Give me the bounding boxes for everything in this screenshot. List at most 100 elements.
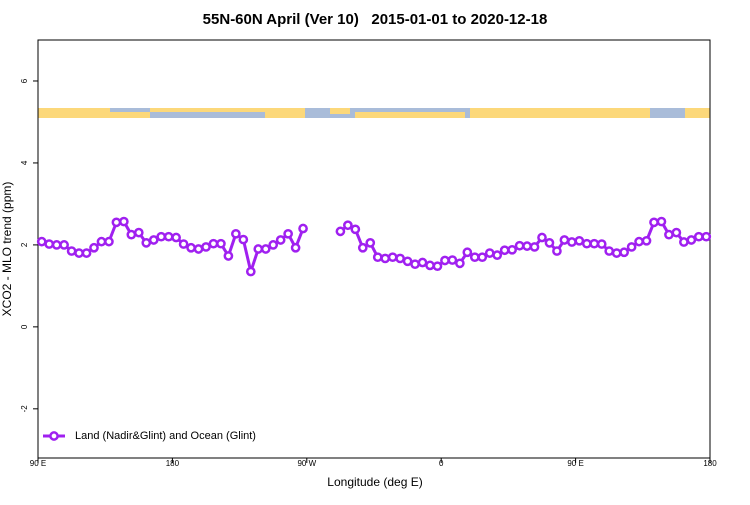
plot-frame — [37, 39, 711, 459]
data-point — [462, 247, 473, 258]
data-point — [410, 259, 420, 270]
data-point — [126, 229, 137, 240]
data-point — [484, 248, 495, 258]
data-point — [66, 246, 77, 256]
y-tick-label: 2 — [20, 242, 29, 247]
data-point — [51, 240, 62, 250]
data-point — [499, 245, 510, 256]
x-tick-label: 90 W — [297, 459, 316, 468]
data-point — [81, 248, 92, 258]
data-point — [432, 261, 443, 272]
data-point — [679, 237, 689, 247]
data-point — [59, 240, 69, 250]
data-point — [395, 253, 405, 264]
data-point — [693, 231, 704, 242]
data-point — [552, 246, 562, 256]
y-tick-label: -2 — [20, 405, 29, 413]
data-point — [231, 228, 241, 239]
data-point — [492, 250, 503, 260]
data-point — [89, 242, 99, 253]
data-point — [275, 235, 286, 245]
data-point — [402, 256, 413, 267]
data-point — [671, 227, 682, 238]
data-point — [260, 244, 271, 254]
data-point — [686, 235, 697, 245]
data-point — [417, 257, 428, 268]
data-point — [245, 266, 256, 277]
legend-label: Land (Nadir&Glint) and Ocean (Glint) — [75, 430, 256, 442]
data-point — [223, 251, 234, 261]
data-point — [455, 258, 465, 269]
data-point — [387, 252, 398, 263]
data-point — [581, 238, 592, 249]
x-tick-label: 180 — [703, 459, 717, 468]
data-point — [522, 241, 532, 251]
data-point — [104, 236, 114, 247]
data-point — [216, 238, 226, 249]
data-point — [641, 235, 652, 246]
data-point — [283, 228, 293, 239]
y-tick-label: 6 — [20, 78, 29, 83]
data-point — [656, 216, 667, 227]
data-point — [619, 247, 629, 258]
y-axis-label: XCO2 - MLO trend (ppm) — [0, 182, 14, 317]
data-point — [156, 231, 167, 242]
data-point — [649, 217, 659, 228]
data-point — [253, 244, 264, 254]
data-point — [567, 237, 577, 247]
data-point — [596, 239, 607, 249]
data-point — [186, 242, 196, 253]
data-point — [36, 236, 47, 247]
data-point — [201, 242, 211, 252]
data-point — [350, 224, 361, 235]
data-point — [574, 235, 585, 246]
data-point — [611, 248, 622, 258]
x-axis-label: Longitude (deg E) — [327, 475, 422, 489]
data-point — [193, 244, 204, 254]
data-point — [141, 238, 152, 248]
legend-marker — [49, 431, 59, 441]
data-point — [380, 253, 391, 264]
y-tick-label: 4 — [20, 160, 29, 165]
data-point — [589, 238, 600, 249]
data-point — [559, 235, 570, 245]
data-point — [477, 252, 488, 263]
data-point — [343, 220, 353, 231]
x-tick-label: 180 — [166, 459, 180, 468]
data-point — [133, 227, 144, 238]
data-point — [74, 248, 84, 258]
data-point — [604, 246, 615, 256]
x-tick-label: 0 — [439, 459, 444, 468]
data-point — [178, 239, 189, 249]
data-point — [372, 252, 383, 263]
data-point — [447, 255, 458, 265]
data-point — [111, 217, 122, 228]
data-point — [626, 242, 637, 252]
data-point — [425, 260, 435, 271]
data-point — [44, 239, 55, 249]
data-point — [544, 238, 555, 248]
data-point — [701, 231, 712, 242]
data-point — [290, 242, 301, 253]
data-point — [335, 226, 346, 237]
data-point — [119, 216, 129, 227]
data-point — [268, 240, 279, 250]
data-point — [208, 238, 219, 249]
data-point — [238, 234, 249, 245]
chart-title: 55N-60N April (Ver 10) 2015-01-01 to 202… — [203, 11, 548, 28]
y-tick-label: 0 — [20, 324, 29, 329]
data-point — [469, 252, 480, 263]
x-tick-label: 90 E — [567, 459, 583, 468]
land-ocean-band — [38, 108, 710, 118]
data-point — [664, 229, 674, 240]
data-point — [507, 244, 517, 255]
data-point — [298, 223, 308, 234]
data-point — [357, 242, 368, 253]
data-point — [529, 242, 540, 252]
data-point — [537, 232, 547, 243]
data-point — [365, 238, 376, 248]
data-point — [96, 236, 107, 247]
data-point — [440, 255, 450, 266]
data-point — [514, 240, 525, 251]
